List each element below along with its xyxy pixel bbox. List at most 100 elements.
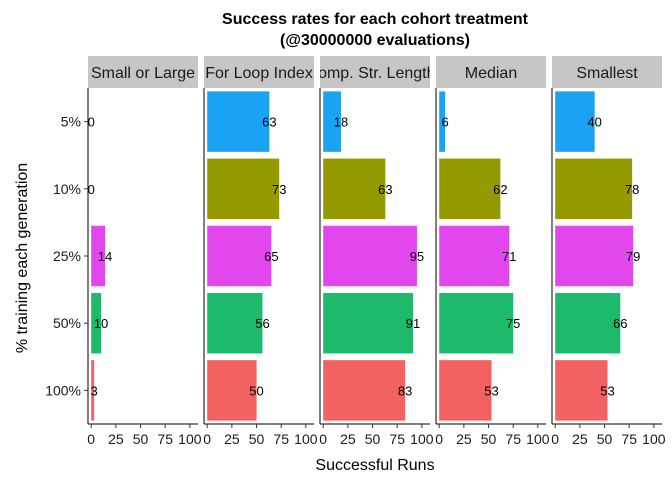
data-label: 14 xyxy=(98,249,112,264)
facet-strip xyxy=(436,56,546,88)
facet-strip-label: Small or Large xyxy=(91,65,195,82)
facet-panel-median: Median 6 62 71 75 53 0 25 50 75 100 xyxy=(435,56,550,447)
x-tick-label: 100 xyxy=(526,431,550,447)
bar-comp-str-lengths-50 xyxy=(323,292,413,354)
facet-strip xyxy=(320,56,430,88)
x-tick-label: 25 xyxy=(224,431,240,447)
x-tick-label: 75 xyxy=(621,431,637,447)
bar-median-100 xyxy=(439,360,492,421)
x-tick-label: 25 xyxy=(456,431,472,447)
facet-strip-label: For Loop Index xyxy=(205,65,313,82)
bar-median-10 xyxy=(439,158,501,220)
bar-median-5 xyxy=(439,91,446,152)
data-label: 83 xyxy=(398,383,412,398)
data-label: 18 xyxy=(334,115,348,130)
chart-subtitle: (@30000000 evaluations) xyxy=(280,32,470,49)
bar-comp-str-lengths-5 xyxy=(323,91,341,152)
data-label: 0 xyxy=(88,182,95,197)
data-label: 62 xyxy=(493,182,507,197)
data-label: 79 xyxy=(626,249,640,264)
bar-for-loop-index-50 xyxy=(207,292,263,354)
data-label: 3 xyxy=(91,383,98,398)
x-tick-label: 75 xyxy=(389,431,405,447)
x-tick-label: 50 xyxy=(597,431,613,447)
x-tick-label: 50 xyxy=(365,431,381,447)
chart-title: Success rates for each cohort treatment xyxy=(222,11,529,28)
x-tick-label: 25 xyxy=(572,431,588,447)
x-tick-label: 100 xyxy=(410,431,434,447)
bar-for-loop-index-100 xyxy=(207,360,257,421)
bar-smallest-5 xyxy=(555,91,595,152)
data-label: 63 xyxy=(262,115,276,130)
facet-panel-for-loop-index: For Loop Index 63 73 65 56 50 0 25 50 75 100 xyxy=(203,56,318,447)
x-tick-label: 75 xyxy=(505,431,521,447)
facet-strip xyxy=(552,56,662,88)
facet-strip xyxy=(88,56,198,88)
y-tick-label: 10% xyxy=(53,181,81,197)
data-label: 6 xyxy=(442,115,449,130)
data-label: 95 xyxy=(410,249,424,264)
x-tick-label: 0 xyxy=(319,431,327,447)
facet-panel-small-or-large: Small or Large 0 0 14 10 3 0 25 50 75 100 xyxy=(87,56,202,447)
data-label: 53 xyxy=(600,383,614,398)
data-label: 75 xyxy=(506,316,520,331)
x-tick-label: 0 xyxy=(87,431,95,447)
y-tick-label: 100% xyxy=(45,382,81,398)
data-label: 53 xyxy=(484,383,498,398)
data-label: 73 xyxy=(272,182,286,197)
bar-comp-str-lengths-25 xyxy=(323,225,417,287)
facet-strip xyxy=(204,56,314,88)
x-tick-label: 0 xyxy=(551,431,559,447)
bar-for-loop-index-25 xyxy=(207,225,272,287)
data-label: 10 xyxy=(94,316,108,331)
bar-smallest-10 xyxy=(555,158,633,220)
data-label: 0 xyxy=(88,115,95,130)
bar-smallest-25 xyxy=(555,225,634,287)
x-tick-label: 75 xyxy=(273,431,289,447)
data-label: 50 xyxy=(249,383,263,398)
x-tick-label: 100 xyxy=(178,431,202,447)
facet-strip-label: Comp. Str. Lengths xyxy=(307,65,444,82)
bar-smallest-100 xyxy=(555,360,608,421)
data-label: 63 xyxy=(378,182,392,197)
x-tick-label: 75 xyxy=(157,431,173,447)
data-label: 91 xyxy=(406,316,420,331)
bar-median-50 xyxy=(439,292,514,354)
bar-small-or-large-100 xyxy=(91,360,95,421)
facet-panel-smallest: Smallest 40 78 79 66 53 0 25 50 75 100 xyxy=(551,56,666,447)
y-axis: 5% 10% 25% 50% 100% xyxy=(45,114,88,398)
bar-small-or-large-25 xyxy=(91,225,106,287)
y-tick-label: 25% xyxy=(53,248,81,264)
y-tick-label: 50% xyxy=(53,315,81,331)
x-tick-label: 50 xyxy=(481,431,497,447)
x-tick-label: 50 xyxy=(133,431,149,447)
x-tick-label: 50 xyxy=(249,431,265,447)
y-tick-label: 5% xyxy=(61,114,81,130)
data-label: 78 xyxy=(625,182,639,197)
data-label: 56 xyxy=(255,316,269,331)
x-tick-label: 100 xyxy=(294,431,318,447)
data-label: 71 xyxy=(502,249,516,264)
bar-comp-str-lengths-10 xyxy=(323,158,386,220)
x-tick-label: 100 xyxy=(642,431,666,447)
data-label: 40 xyxy=(587,115,601,130)
x-tick-label: 25 xyxy=(340,431,356,447)
facet-panel-comp-str-lengths: Comp. Str. Lengths 18 63 95 91 83 0 25 50 75 100 xyxy=(307,56,444,447)
y-axis-title: % training each generation xyxy=(14,163,31,353)
x-tick-label: 0 xyxy=(203,431,211,447)
facet-strip-label: Median xyxy=(465,65,517,82)
data-label: 65 xyxy=(264,249,278,264)
bar-smallest-50 xyxy=(555,292,621,354)
x-tick-label: 25 xyxy=(108,431,124,447)
bar-comp-str-lengths-100 xyxy=(323,360,406,421)
bar-median-25 xyxy=(439,225,510,287)
x-axis-title: Successful Runs xyxy=(315,457,434,474)
bar-for-loop-index-10 xyxy=(207,158,280,220)
bar-for-loop-index-5 xyxy=(207,91,270,152)
facet-strip-label: Smallest xyxy=(576,65,638,82)
x-tick-label: 0 xyxy=(435,431,443,447)
data-label: 66 xyxy=(613,316,627,331)
bar-small-or-large-50 xyxy=(91,292,102,354)
